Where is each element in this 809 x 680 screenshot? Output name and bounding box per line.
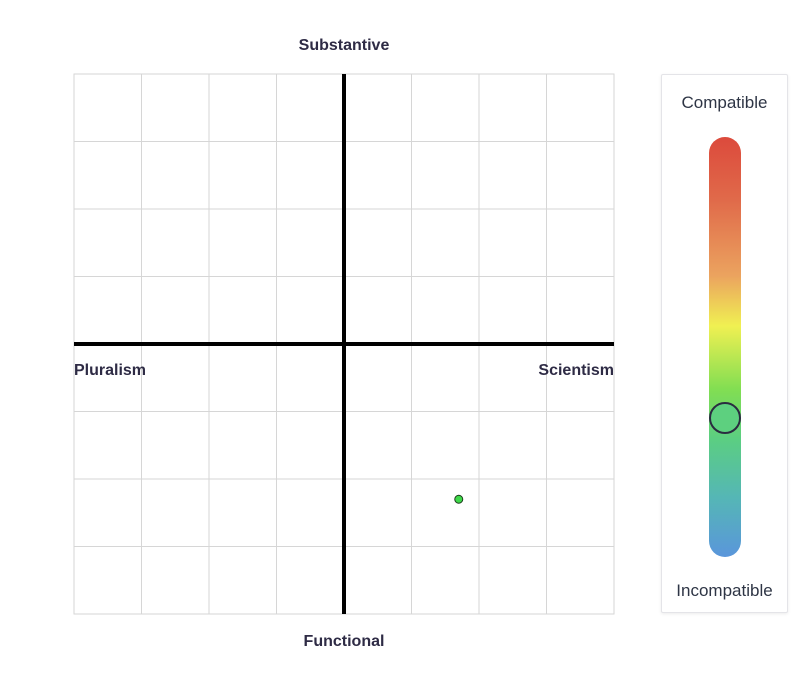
- scale-label-compatible: Compatible: [681, 93, 768, 112]
- compatibility-indicator: [709, 402, 741, 435]
- chart-axes: [74, 74, 614, 614]
- axis-label-pluralism: Pluralism: [74, 362, 147, 379]
- axis-label-functional: Functional: [303, 633, 385, 650]
- axis-label-scientism: Scientism: [538, 362, 614, 379]
- scale-label-incompatible: Incompatible: [676, 581, 773, 600]
- compatibility-scale-panel: Compatible Incompatible: [661, 74, 788, 613]
- axis-label-substantive: Substantive: [298, 37, 390, 54]
- compatibility-gradient-bar: [709, 137, 741, 557]
- quadrant-chart: [73, 73, 615, 615]
- chart-points: [454, 494, 464, 504]
- data-point: [454, 494, 464, 504]
